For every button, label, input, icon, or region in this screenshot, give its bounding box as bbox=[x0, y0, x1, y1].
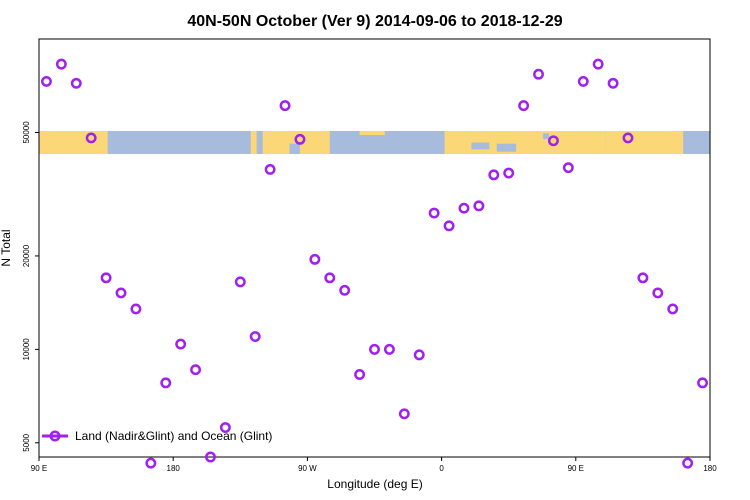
data-point bbox=[592, 58, 604, 70]
map-strip bbox=[39, 131, 710, 154]
data-point bbox=[234, 276, 246, 288]
data-point bbox=[622, 132, 634, 144]
data-point bbox=[190, 364, 202, 376]
chart-title: 40N-50N October (Ver 9) 2014-09-06 to 20… bbox=[187, 13, 562, 30]
map-land-eurasia-east bbox=[605, 131, 684, 154]
data-point bbox=[70, 77, 82, 89]
map-water-0 bbox=[107, 131, 120, 154]
y-axis-label: N Total bbox=[0, 229, 13, 266]
data-point bbox=[607, 77, 619, 89]
data-point bbox=[458, 202, 470, 214]
data-point bbox=[55, 58, 67, 70]
data-point bbox=[562, 162, 574, 174]
map-water-7 bbox=[542, 133, 549, 140]
data-point bbox=[443, 220, 455, 232]
data-point bbox=[473, 200, 485, 212]
data-point bbox=[294, 133, 306, 145]
data-point bbox=[428, 207, 440, 219]
plot-frame bbox=[38, 38, 711, 458]
data-point bbox=[398, 408, 410, 420]
x-axis-label: Longitude (deg E) bbox=[327, 477, 422, 491]
data-point bbox=[324, 272, 336, 284]
y-tick-label-3: 50000 bbox=[22, 121, 31, 144]
legend: Land (Nadir&Glint) and Ocean (Glint) bbox=[42, 429, 272, 443]
x-tick-label-2: 90 W bbox=[298, 464, 317, 473]
x-axis: 90 E 180 90 W 0 90 E 180 bbox=[31, 457, 717, 473]
y-tick-label-2: 20000 bbox=[22, 244, 31, 267]
data-point bbox=[697, 377, 708, 389]
map-water-2 bbox=[289, 143, 300, 154]
data-point bbox=[205, 451, 216, 463]
data-point bbox=[518, 100, 530, 112]
data-point bbox=[667, 303, 679, 315]
y-axis: 5000 10000 20000 50000 bbox=[22, 121, 39, 452]
data-point bbox=[503, 167, 515, 179]
data-point bbox=[279, 100, 291, 112]
map-land-eurasia-west bbox=[444, 131, 606, 154]
y-tick-label-0: 5000 bbox=[22, 433, 31, 451]
data-point bbox=[682, 457, 694, 469]
data-point bbox=[383, 343, 395, 355]
data-point bbox=[115, 287, 127, 299]
data-point bbox=[369, 343, 380, 355]
map-water-4 bbox=[408, 144, 415, 154]
data-point bbox=[249, 331, 261, 342]
data-point bbox=[160, 377, 172, 389]
data-points bbox=[41, 58, 708, 469]
x-tick-label-4: 90 E bbox=[568, 464, 584, 473]
data-point bbox=[309, 253, 321, 265]
map-water-1 bbox=[256, 131, 263, 154]
data-point bbox=[100, 272, 112, 284]
map-land-asia bbox=[39, 131, 117, 154]
data-point bbox=[413, 349, 425, 361]
data-point bbox=[547, 135, 559, 147]
map-water-5 bbox=[471, 142, 490, 150]
data-point bbox=[339, 284, 351, 296]
data-point bbox=[264, 163, 276, 175]
data-point bbox=[652, 287, 664, 299]
map-water-6 bbox=[496, 143, 517, 152]
x-tick-label-5: 180 bbox=[703, 464, 717, 473]
data-point bbox=[85, 132, 97, 144]
x-tick-label-1: 180 bbox=[167, 464, 181, 473]
map-land-greenland bbox=[359, 131, 385, 135]
x-tick-label-0: 90 E bbox=[31, 464, 47, 473]
data-point bbox=[145, 457, 157, 469]
data-point bbox=[354, 369, 366, 380]
legend-label: Land (Nadir&Glint) and Ocean (Glint) bbox=[75, 429, 272, 443]
legend-marker bbox=[49, 430, 61, 442]
data-point bbox=[533, 68, 544, 80]
data-point bbox=[175, 338, 187, 350]
x-tick-label-3: 0 bbox=[439, 464, 444, 473]
data-point bbox=[637, 272, 649, 284]
data-point bbox=[577, 75, 589, 87]
data-point bbox=[41, 75, 52, 87]
data-point bbox=[488, 169, 500, 181]
map-water-3 bbox=[329, 131, 347, 154]
data-point bbox=[219, 422, 231, 433]
data-point bbox=[130, 303, 142, 315]
y-tick-label-1: 10000 bbox=[22, 338, 31, 361]
